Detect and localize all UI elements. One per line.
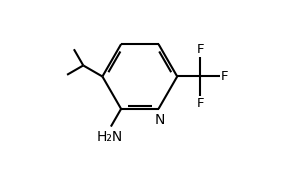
Text: F: F [196, 43, 204, 56]
Text: N: N [154, 113, 164, 127]
Text: F: F [196, 97, 204, 110]
Text: H₂N: H₂N [97, 130, 123, 144]
Text: F: F [221, 70, 229, 83]
